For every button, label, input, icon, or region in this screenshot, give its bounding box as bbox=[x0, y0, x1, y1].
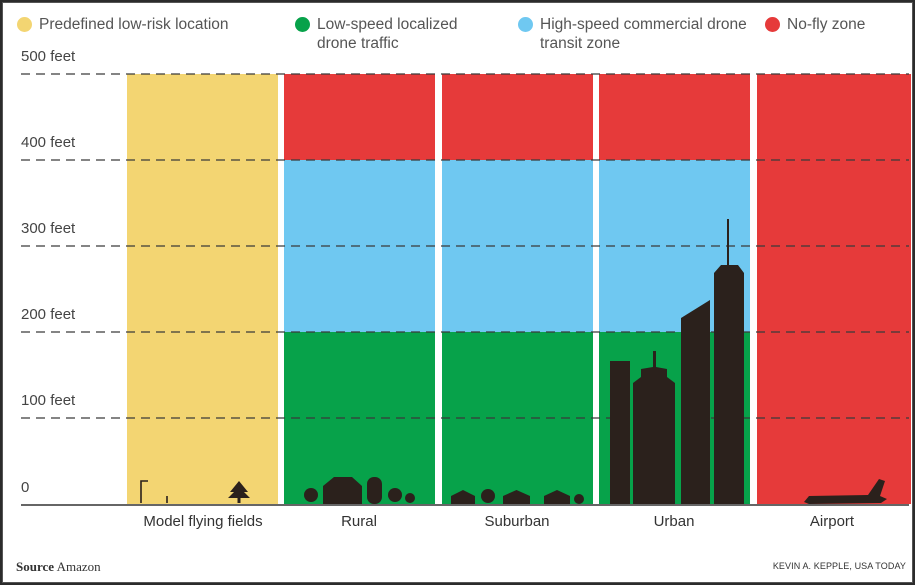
category-label-rural: Rural bbox=[341, 513, 377, 530]
source-label: Source bbox=[16, 559, 55, 574]
legend-swatch-green bbox=[295, 17, 310, 32]
legend-label: Low-speed localized drone traffic bbox=[317, 16, 458, 52]
tree-icon bbox=[140, 480, 250, 503]
y-tick-label: 400 feet bbox=[21, 134, 76, 151]
zone-bar-segment bbox=[284, 74, 435, 160]
houses-icon bbox=[451, 489, 584, 504]
credit-line: KEVIN A. KEPPLE, USA TODAY bbox=[772, 561, 906, 571]
y-tick-label: 300 feet bbox=[21, 220, 76, 237]
source-note: Source Amazon bbox=[16, 559, 101, 575]
airspace-chart bbox=[21, 73, 911, 506]
y-tick-label: 0 bbox=[21, 479, 30, 496]
category-label-urban: Urban bbox=[653, 513, 695, 530]
y-tick-label: 200 feet bbox=[21, 306, 76, 323]
skyline-icon bbox=[610, 219, 744, 504]
source-value: Amazon bbox=[56, 559, 101, 574]
legend-item-low-risk: Predefined low-risk location bbox=[17, 15, 297, 55]
legend-swatch-red bbox=[765, 17, 780, 32]
legend-swatch-yellow bbox=[17, 17, 32, 32]
category-label-suburban: Suburban bbox=[484, 513, 550, 530]
legend-item-low-speed: Low-speed localized drone traffic bbox=[295, 15, 505, 55]
zone-bar-segment bbox=[127, 74, 278, 504]
zone-bar-segment bbox=[757, 74, 911, 504]
legend-swatch-blue bbox=[518, 17, 533, 32]
airplane-icon bbox=[804, 479, 887, 504]
zone-bar-segment bbox=[599, 74, 750, 160]
y-tick-label: 100 feet bbox=[21, 392, 76, 409]
legend-item-no-fly: No-fly zone bbox=[765, 15, 905, 55]
y-tick-label: 500 feet bbox=[21, 48, 76, 65]
legend-label: Predefined low-risk location bbox=[39, 16, 229, 33]
barn-icon bbox=[304, 477, 415, 504]
legend-item-high-speed: High-speed commercial drone transit zone bbox=[518, 15, 758, 55]
legend-label: No-fly zone bbox=[787, 16, 866, 33]
category-label-model-fields: Model flying fields bbox=[143, 513, 263, 530]
zone-bar-segment bbox=[442, 74, 593, 160]
legend-label: High-speed commercial drone transit zone bbox=[540, 16, 747, 52]
category-label-airport: Airport bbox=[809, 513, 855, 530]
